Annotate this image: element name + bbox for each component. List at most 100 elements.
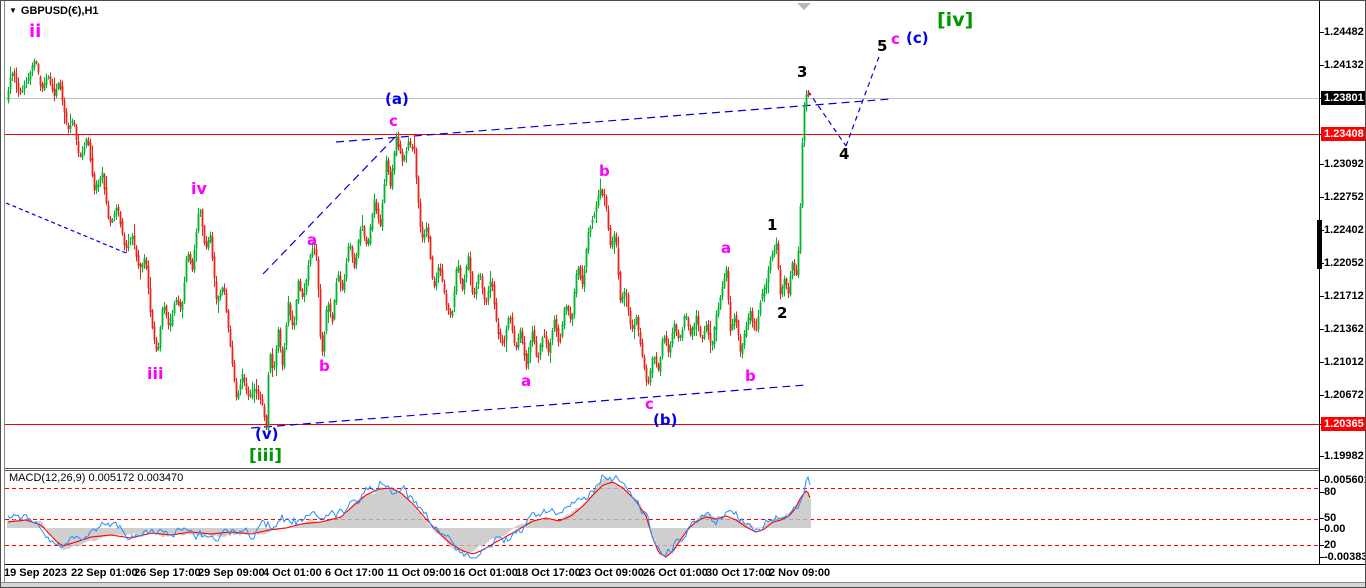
candle-body [587, 231, 590, 251]
trendline-upper-resistance[interactable] [335, 98, 892, 143]
time-axis-label[interactable]: 19 Sep 2023 [4, 567, 67, 579]
wave-label-5[interactable]: 5 [877, 37, 888, 55]
macd-histogram-bar [611, 480, 613, 528]
wave-label-iii[interactable]: iii [147, 364, 164, 383]
candle-body [563, 308, 566, 326]
wave-label-a[interactable]: a [307, 231, 318, 249]
wave-label-2[interactable]: 2 [777, 304, 788, 322]
candle-body [203, 226, 206, 244]
macd-scale-label: 0.005601 [1324, 474, 1366, 486]
wave-label-iii[interactable]: [iii] [249, 446, 283, 466]
macd-histogram-bar [93, 528, 95, 542]
macd-histogram-bar [571, 511, 573, 528]
wave-label-b[interactable]: (b) [653, 411, 678, 429]
time-axis-label[interactable]: 18 Oct 17:00 [516, 567, 581, 579]
time-axis-label[interactable]: 16 Oct 01:00 [453, 567, 518, 579]
candle-body [79, 154, 82, 157]
candle-body [121, 221, 124, 235]
wave-label-c[interactable]: c [389, 112, 398, 130]
candle-body [501, 338, 504, 345]
axis-scroll-mark[interactable] [1317, 220, 1322, 269]
trendline-descending-left[interactable] [5, 202, 127, 254]
wave-label-b[interactable]: b [599, 162, 610, 180]
wave-label-v[interactable]: (v) [255, 425, 279, 443]
wave-label-a[interactable]: (a) [385, 90, 409, 108]
macd-histogram-bar [197, 528, 199, 536]
macd-histogram-bar [315, 521, 317, 528]
macd-histogram-bar [253, 528, 255, 534]
macd-histogram-bar [619, 485, 621, 528]
time-axis-label[interactable]: 6 Oct 17:00 [325, 567, 384, 579]
wave-label-1[interactable]: 1 [767, 216, 778, 234]
time-axis-label[interactable]: 26 Sep 17:00 [134, 567, 201, 579]
macd-histogram-bar [185, 528, 187, 535]
candle-body [621, 296, 624, 303]
candle-body [101, 172, 104, 178]
candle-body [133, 235, 136, 246]
candle-body [633, 324, 636, 330]
macd-histogram-bar [301, 524, 303, 528]
time-axis-label[interactable]: 2 Nov 09:00 [769, 567, 831, 579]
candle-body [223, 287, 226, 293]
wave-label-iv[interactable]: [iv] [937, 9, 974, 31]
macd-histogram-bar [719, 516, 721, 528]
bottom-window-strip [1, 582, 1365, 587]
macd-histogram-bar [465, 528, 467, 552]
macd-histogram-bar [159, 528, 161, 536]
candle-body [589, 226, 592, 233]
wave-label-ii[interactable]: ii [29, 21, 42, 42]
candle-body [67, 124, 70, 130]
candle-body [149, 288, 152, 313]
candle-body [547, 342, 550, 352]
macd-histogram-bar [463, 528, 465, 553]
candle-body [775, 242, 778, 250]
candle-body [553, 319, 556, 329]
macd-histogram-bar [601, 479, 603, 528]
wave-label-b[interactable]: b [745, 367, 756, 385]
candle-body [27, 78, 30, 82]
candle-body [515, 344, 518, 348]
candle-body [443, 283, 446, 293]
macd-histogram-bar [327, 519, 329, 528]
wave-label-a[interactable]: a [521, 372, 532, 390]
macd-histogram-bar [703, 515, 705, 528]
time-axis-label[interactable]: 4 Oct 01:00 [263, 567, 322, 579]
candle-body [763, 288, 766, 297]
macd-histogram-bar [605, 477, 607, 528]
wave-label-b[interactable]: b [319, 357, 330, 375]
wave-label-a[interactable]: a [721, 239, 732, 257]
macd-histogram-bar [597, 485, 599, 528]
macd-histogram-bar [429, 525, 431, 528]
macd-histogram-bar [291, 526, 293, 528]
candle-body [511, 316, 514, 331]
chart-top-marker-icon[interactable] [797, 3, 811, 10]
candle-body [665, 335, 668, 345]
time-axis-label[interactable]: 30 Oct 17:00 [706, 567, 771, 579]
time-axis-label[interactable]: 22 Sep 01:00 [71, 567, 138, 579]
macd-histogram-bar [193, 528, 195, 535]
wave-label-c[interactable]: (c) [906, 29, 929, 47]
time-axis-label[interactable]: 26 Oct 01:00 [643, 567, 708, 579]
candle-body [123, 235, 126, 246]
trendline-projection-down[interactable] [807, 90, 847, 147]
trendline-channel-up-to-a[interactable] [262, 133, 399, 275]
macd-histogram-bar [425, 520, 427, 528]
trendline-projection-up[interactable] [845, 53, 881, 147]
candle-body [313, 248, 316, 250]
candle-body [217, 296, 220, 303]
candle-body [83, 147, 86, 152]
wave-label-c[interactable]: c [891, 30, 900, 48]
candle-body [211, 236, 214, 259]
wave-label-3[interactable]: 3 [797, 63, 808, 81]
wave-label-iv[interactable]: iv [191, 179, 207, 198]
time-axis-label[interactable]: 23 Oct 09:00 [579, 567, 644, 579]
macd-histogram-bar [349, 507, 351, 528]
time-axis-label[interactable]: 29 Sep 09:00 [198, 567, 265, 579]
symbol-timeframe-dropdown[interactable]: ▼ GBPUSD(€),H1 [9, 5, 99, 17]
wave-label-4[interactable]: 4 [839, 145, 850, 163]
wave-label-c[interactable]: c [645, 395, 654, 413]
time-axis-label[interactable]: 11 Oct 09:00 [387, 567, 452, 579]
macd-histogram-bar [205, 528, 207, 536]
candle-body [7, 90, 10, 101]
trendline-lower-support[interactable] [250, 384, 807, 429]
